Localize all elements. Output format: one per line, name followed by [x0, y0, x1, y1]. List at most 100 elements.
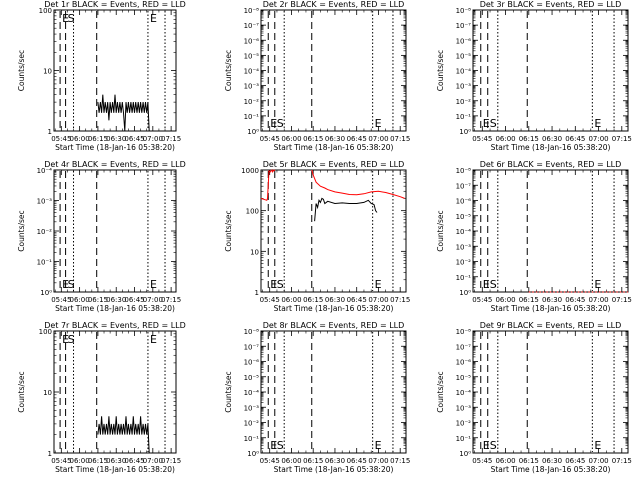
y-tick-label: 10: [43, 389, 52, 397]
x-tick-label: 07:00: [368, 296, 388, 304]
x-tick-label: 06:15: [519, 457, 539, 465]
x-tick-label: 06:30: [106, 135, 126, 143]
panel-title: Det 9r BLACK = Events, RED = LLD: [480, 321, 622, 330]
y-tick-label: 10⁰: [40, 289, 52, 297]
x-tick-label: 07:00: [143, 135, 163, 143]
panel-8: Det 8r BLACK = Events, RED = LLD 10⁰ 10⁻¹ 1…: [224, 321, 410, 474]
y-tick-label: 10⁻⁷: [244, 343, 260, 351]
x-tick-label: 06:45: [565, 296, 585, 304]
x-tick-label: 05:45: [472, 457, 492, 465]
x-tick-label: 07:15: [390, 296, 410, 304]
plot-frame: [53, 9, 177, 132]
time-marker-label: E: [270, 117, 277, 130]
x-tick-label: 07:00: [368, 135, 388, 143]
x-tick-label: 07:15: [390, 135, 410, 143]
x-axis-label: Start Time (18-Jan-16 05:38:20): [491, 143, 611, 152]
y-tick-label: 10⁻⁷: [456, 22, 472, 30]
y-tick-label: 10⁻⁸: [244, 328, 260, 336]
y-tick-label: 10⁻⁵: [244, 374, 260, 382]
plot-frame: [260, 9, 407, 132]
series-line-events: [97, 94, 150, 132]
x-tick-label: 06:00: [281, 135, 301, 143]
x-tick-label: 06:15: [88, 457, 108, 465]
time-marker-label: E: [483, 439, 490, 452]
x-tick-label: 07:00: [588, 296, 608, 304]
panel-5: Det 5r BLACK = Events, RED = LLD 1 10 100 10…: [224, 160, 410, 313]
y-axis-label: Counts/sec: [224, 210, 233, 251]
time-marker-label: S: [277, 117, 284, 130]
y-axis-label: Counts/sec: [224, 371, 233, 412]
x-tick-label: 06:15: [303, 457, 323, 465]
plot-frame: [53, 169, 177, 293]
panel-title: Det 5r BLACK = Events, RED = LLD: [263, 160, 405, 169]
y-tick-label: 10⁻⁵: [456, 52, 472, 60]
time-marker-label: E: [62, 12, 69, 25]
panel-title: Det 7r BLACK = Events, RED = LLD: [44, 321, 186, 330]
y-tick-label: 10⁻⁶: [456, 37, 472, 45]
x-tick-label: 06:00: [495, 296, 515, 304]
panel-title: Det 1r BLACK = Events, RED = LLD: [44, 0, 186, 9]
x-tick-label: 06:30: [325, 457, 345, 465]
y-tick-label: 10⁻⁴: [37, 167, 53, 175]
y-tick-label: 10⁻³: [456, 83, 472, 91]
y-tick-label: 10⁻⁸: [456, 167, 472, 175]
x-tick-label: 06:00: [281, 457, 301, 465]
y-tick-label: 10⁻⁴: [456, 68, 472, 76]
x-axis-label: Start Time (18-Jan-16 05:38:20): [274, 304, 394, 313]
x-tick-label: 07:15: [612, 135, 632, 143]
time-marker-label: S: [490, 278, 497, 291]
x-tick-label: 06:45: [565, 457, 585, 465]
y-tick-label: 1: [48, 450, 52, 458]
x-axis-label: Start Time (18-Jan-16 05:38:20): [55, 304, 175, 313]
x-tick-label: 05:45: [260, 457, 280, 465]
y-axis-label: Counts/sec: [224, 50, 233, 91]
x-tick-label: 05:45: [472, 296, 492, 304]
y-tick-label: 10: [250, 248, 259, 256]
panel-title: Det 2r BLACK = Events, RED = LLD: [263, 0, 405, 9]
y-tick-label: 10⁻²: [456, 420, 472, 428]
panel-title: Det 6r BLACK = Events, RED = LLD: [480, 160, 622, 169]
y-tick-label: 10⁻⁴: [456, 228, 472, 236]
x-tick-label: 07:15: [161, 135, 181, 143]
x-tick-label: 06:15: [303, 296, 323, 304]
x-tick-label: 07:15: [390, 457, 410, 465]
y-tick-label: 10⁻³: [244, 83, 260, 91]
x-tick-label: 05:45: [51, 135, 71, 143]
x-tick-label: 06:15: [303, 135, 323, 143]
x-tick-label: 07:00: [368, 457, 388, 465]
x-tick-label: 06:45: [347, 296, 367, 304]
y-tick-label: 10⁻⁴: [456, 389, 472, 397]
y-tick-label: 10⁰: [459, 450, 471, 458]
x-tick-label: 06:00: [70, 296, 90, 304]
panel-2: Det 2r BLACK = Events, RED = LLD 10⁰ 10⁻¹ 1…: [224, 0, 410, 152]
panel-3: Det 3r BLACK = Events, RED = LLD 10⁰ 10⁻¹ 1…: [436, 0, 632, 152]
plot-frame: [260, 169, 407, 293]
x-axis-label: Start Time (18-Jan-16 05:38:20): [274, 465, 394, 474]
x-tick-label: 06:15: [519, 296, 539, 304]
y-tick-label: 10⁻²: [37, 228, 53, 236]
x-tick-label: 06:30: [106, 457, 126, 465]
y-tick-label: 10⁻⁶: [244, 359, 260, 367]
panel-1: Det 1r BLACK = Events, RED = LLD 1 10 100 05…: [17, 0, 186, 152]
x-tick-label: 07:15: [612, 296, 632, 304]
y-axis-label: Counts/sec: [436, 371, 445, 412]
time-marker-label: E: [150, 12, 157, 25]
x-tick-label: 05:45: [260, 135, 280, 143]
x-tick-label: 07:15: [161, 457, 181, 465]
panel-title: Det 8r BLACK = Events, RED = LLD: [263, 321, 405, 330]
time-marker-label: E: [483, 117, 490, 130]
time-marker-label: S: [277, 278, 284, 291]
x-axis-label: Start Time (18-Jan-16 05:38:20): [55, 465, 175, 474]
time-marker-label: S: [68, 278, 75, 291]
time-marker-label: E: [150, 333, 157, 346]
y-tick-label: 10⁻²: [244, 98, 260, 106]
y-tick-label: 10⁻⁴: [244, 68, 260, 76]
time-marker-label: E: [375, 117, 382, 130]
time-marker-label: E: [594, 117, 601, 130]
panel-title: Det 3r BLACK = Events, RED = LLD: [480, 0, 622, 9]
series-line-events: [97, 416, 150, 454]
y-tick-label: 10⁻¹: [456, 113, 472, 121]
x-axis-label: Start Time (18-Jan-16 05:38:20): [274, 143, 394, 152]
time-marker-label: E: [375, 439, 382, 452]
